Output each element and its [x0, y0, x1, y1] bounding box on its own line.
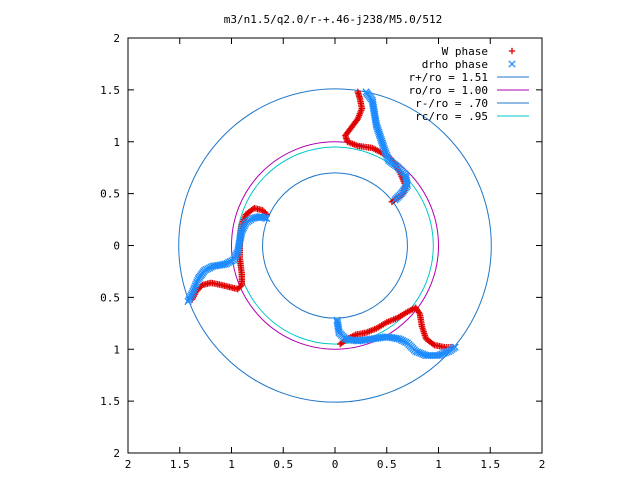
drho-phase-point-b: [379, 142, 388, 151]
x-tick-label: 1.5: [170, 458, 190, 471]
y-tick-label: 0.5: [100, 188, 120, 201]
drho-phase-point-b: [258, 213, 266, 221]
circle-r: [262, 172, 408, 319]
drho-phase-point-b: [381, 148, 390, 156]
drho-phase-point-b: [334, 325, 343, 333]
legend-label: ro/ro = 1.00: [409, 84, 488, 97]
drho-phase-point: [261, 214, 269, 222]
drho-phase-point-b: [378, 139, 386, 147]
legend-label: rc/ro = .95: [415, 110, 488, 123]
drho-phase-point-b: [412, 347, 420, 355]
axis-ticks: 2 1.5 1 0.5 0 0.5 1 1.5 221.510.500.511.52: [100, 32, 545, 471]
x-tick-label: 1: [435, 458, 442, 471]
drho-phase-point-b: [376, 132, 384, 140]
w-phase-point: [237, 283, 244, 290]
drho-phase-point-b: [383, 151, 391, 159]
drho-phase-point-b: [378, 137, 386, 145]
y-tick-label: 0: [113, 240, 120, 253]
legend-swatch-b: [508, 60, 516, 68]
drho-phase-point-b: [335, 327, 343, 335]
x-tick-label: 0.5: [377, 458, 397, 471]
y-tick-label: 0.5: [100, 291, 120, 304]
x-tick-label: 0: [332, 458, 339, 471]
y-tick-label: 1: [113, 136, 120, 149]
series-marks: [184, 47, 516, 360]
drho-phase-point-b: [402, 174, 410, 183]
drho-phase-point: [451, 343, 459, 351]
drho-phase-point-b: [417, 349, 425, 358]
drho-phase-point-b: [263, 214, 271, 223]
y-tick-label: 1.5: [100, 84, 120, 97]
drho-phase-point-b: [384, 155, 392, 163]
drho-phase-point-b: [381, 146, 389, 154]
legend-label: drho phase: [422, 58, 488, 71]
drho-phase-point-b: [391, 334, 400, 342]
y-tick-label: 1.5: [100, 395, 120, 408]
circle-ro: [231, 141, 439, 350]
drho-phase-point-b: [383, 153, 392, 161]
w-phase-point: [429, 340, 437, 348]
x-tick-label: 1: [228, 458, 235, 471]
x-tick-label: 2: [539, 458, 546, 471]
chart-title: m3/n1.5/q2.0/r-+.46-j238/M5.0/512: [224, 13, 443, 26]
drho-phase-point-b: [375, 128, 383, 136]
legend-label: r-/ro = .70: [415, 97, 488, 110]
drho-phase-point-b: [418, 350, 427, 358]
drho-phase-point-b: [385, 156, 393, 165]
drho-phase-point: [263, 214, 271, 223]
y-tick-label: 2: [113, 32, 120, 45]
legend-swatch: [508, 60, 516, 68]
drho-phase-point-b: [379, 141, 387, 149]
legend-label: W phase: [442, 45, 488, 58]
drho-phase-point-b: [415, 349, 423, 357]
legend-label: r+/ro = 1.51: [409, 71, 488, 84]
drho-phase-point-b: [451, 343, 459, 351]
w-phase-point: [354, 88, 361, 96]
drho-phase-point-b: [369, 100, 377, 108]
drho-phase-point-b: [368, 98, 377, 106]
drho-phase-point-b: [382, 149, 390, 158]
legend-swatch: [508, 47, 516, 55]
drho-phase-point-b: [402, 173, 410, 181]
drho-phase-point-b: [375, 130, 384, 138]
y-tick-label: 1: [113, 343, 120, 356]
drho-phase-point-b: [380, 144, 388, 152]
drho-phase-point: [362, 88, 370, 96]
drho-phase-point-b: [261, 214, 269, 222]
drho-phase-point-b: [377, 135, 385, 144]
y-tick-label: 2: [113, 447, 120, 460]
drho-phase-point-b: [373, 125, 382, 133]
drho-phase-point-b: [374, 126, 382, 135]
drho-phase-point-b: [259, 213, 268, 222]
drho-phase-point-b: [376, 133, 385, 142]
drho-phase-point-b: [413, 348, 422, 356]
circle-r: [178, 88, 492, 403]
drho-phase-point-b: [362, 88, 370, 96]
drho-phase-point-b: [256, 212, 265, 221]
x-tick-label: 1.5: [480, 458, 500, 471]
x-tick-label: 0.5: [273, 458, 293, 471]
drho-phase-point-b: [393, 334, 402, 343]
drho-phase-point-b: [373, 123, 381, 131]
x-tick-label: 2: [125, 458, 132, 471]
